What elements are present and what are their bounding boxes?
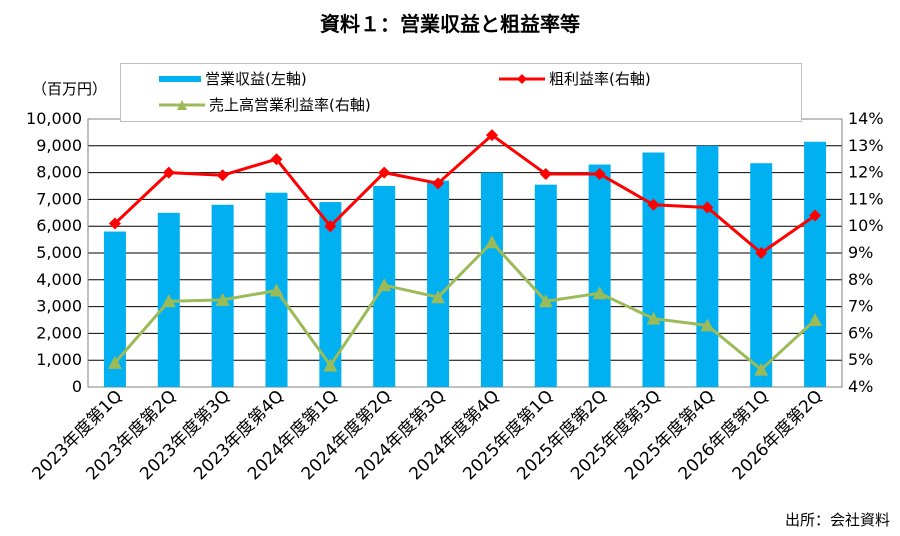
- legend-label-gross-margin: 粗利益率(右軸): [549, 70, 651, 88]
- right-tick-label: 9%: [848, 243, 873, 262]
- point-diamond: [324, 220, 337, 233]
- point-triangle: [269, 283, 284, 297]
- point-triangle: [215, 292, 230, 306]
- point-diamond: [755, 247, 768, 259]
- right-tick-label: 8%: [848, 270, 873, 289]
- point-triangle: [107, 355, 122, 369]
- right-tick-label: 7%: [848, 297, 873, 316]
- legend-label-operating-margin: 売上高営業利益率(右軸): [209, 96, 371, 114]
- point-diamond: [647, 198, 660, 211]
- point-triangle: [592, 286, 607, 300]
- left-tick-label: 6,000: [36, 216, 82, 235]
- right-axis-ticks: 4% 5% 6% 7% 8% 9% 10% 11% 12% 13% 14%: [848, 109, 884, 396]
- left-tick-label: 8,000: [36, 163, 82, 182]
- point-diamond: [701, 201, 714, 214]
- point-diamond: [432, 177, 445, 190]
- left-axis-ticks: 0 1,000 2,000 3,000 4,000 5,000 6,000 7,000 8,00…: [26, 109, 82, 396]
- point-diamond: [270, 153, 283, 166]
- left-tick-label: 2,000: [36, 323, 82, 342]
- right-tick-label: 10%: [848, 216, 884, 235]
- bar-operating-revenue: [319, 202, 342, 387]
- point-diamond: [108, 217, 121, 230]
- right-tick-label: 6%: [848, 323, 873, 342]
- left-axis-unit-label: （百万円）: [32, 80, 108, 98]
- right-tick-label: 14%: [848, 109, 884, 128]
- legend-triangle-line-swatch: [159, 99, 205, 110]
- left-tick-label: 1,000: [36, 350, 82, 369]
- right-tick-label: 12%: [848, 163, 884, 182]
- bar-operating-revenue: [804, 141, 827, 387]
- bar-operating-revenue: [642, 152, 665, 387]
- bar-operating-revenue: [534, 184, 557, 387]
- legend-diamond-line-swatch: [499, 73, 545, 84]
- line-series-gross-margin: [108, 129, 822, 259]
- chart-title: 資料１：営業収益と粗益率等: [320, 12, 580, 36]
- legend-item-gross-margin: 粗利益率(右軸): [499, 68, 651, 89]
- bar-operating-revenue: [588, 164, 611, 387]
- point-diamond: [216, 169, 229, 182]
- x-axis-category-labels: 2023年度第1Q2023年度第2Q2023年度第3Q2023年度第4Q2024…: [29, 386, 827, 484]
- legend-bar-swatch: [159, 75, 201, 82]
- point-diamond: [485, 129, 498, 142]
- line-series-operating-margin: [107, 235, 823, 376]
- left-tick-label: 4,000: [36, 270, 82, 289]
- point-diamond: [378, 166, 391, 179]
- bar-operating-revenue: [427, 180, 450, 387]
- left-tick-label: 10,000: [26, 109, 82, 128]
- point-triangle: [431, 290, 446, 304]
- point-triangle: [484, 235, 499, 249]
- bar-series-operating-revenue: [103, 141, 827, 387]
- left-tick-label: 0: [72, 377, 82, 396]
- bar-operating-revenue: [480, 172, 503, 387]
- right-tick-label: 4%: [848, 377, 873, 396]
- category-label: 2023年度第1Q: [29, 386, 127, 484]
- left-tick-label: 3,000: [36, 297, 82, 316]
- point-triangle: [538, 294, 553, 308]
- point-diamond: [539, 167, 552, 180]
- point-diamond: [809, 209, 822, 222]
- legend-item-operating-revenue: 営業収益(左軸): [159, 68, 307, 89]
- legend-item-operating-margin: 売上高営業利益率(右軸): [159, 94, 371, 115]
- bar-operating-revenue: [103, 231, 126, 387]
- right-tick-label: 11%: [848, 189, 884, 208]
- right-tick-label: 5%: [848, 350, 873, 369]
- bar-operating-revenue: [750, 163, 773, 387]
- point-triangle: [808, 313, 823, 326]
- left-tick-label: 9,000: [36, 136, 82, 155]
- point-diamond: [162, 166, 175, 179]
- source-note: 出所：会社資料: [784, 511, 890, 529]
- point-triangle: [323, 358, 338, 372]
- point-diamond: [593, 167, 606, 180]
- left-tick-label: 5,000: [36, 243, 82, 262]
- point-triangle: [646, 311, 661, 325]
- legend: 営業収益(左軸) 粗利益率(右軸) 売上高営業利益率(右軸): [120, 63, 802, 122]
- legend-label-operating-revenue: 営業収益(左軸): [205, 70, 307, 88]
- right-tick-label: 13%: [848, 136, 884, 155]
- point-triangle: [377, 278, 392, 292]
- point-triangle: [161, 294, 176, 308]
- point-triangle: [700, 318, 715, 332]
- bar-operating-revenue: [696, 145, 719, 387]
- series-line: [113, 133, 816, 255]
- series-line: [113, 240, 817, 372]
- point-triangle: [754, 362, 769, 376]
- left-tick-label: 7,000: [36, 189, 82, 208]
